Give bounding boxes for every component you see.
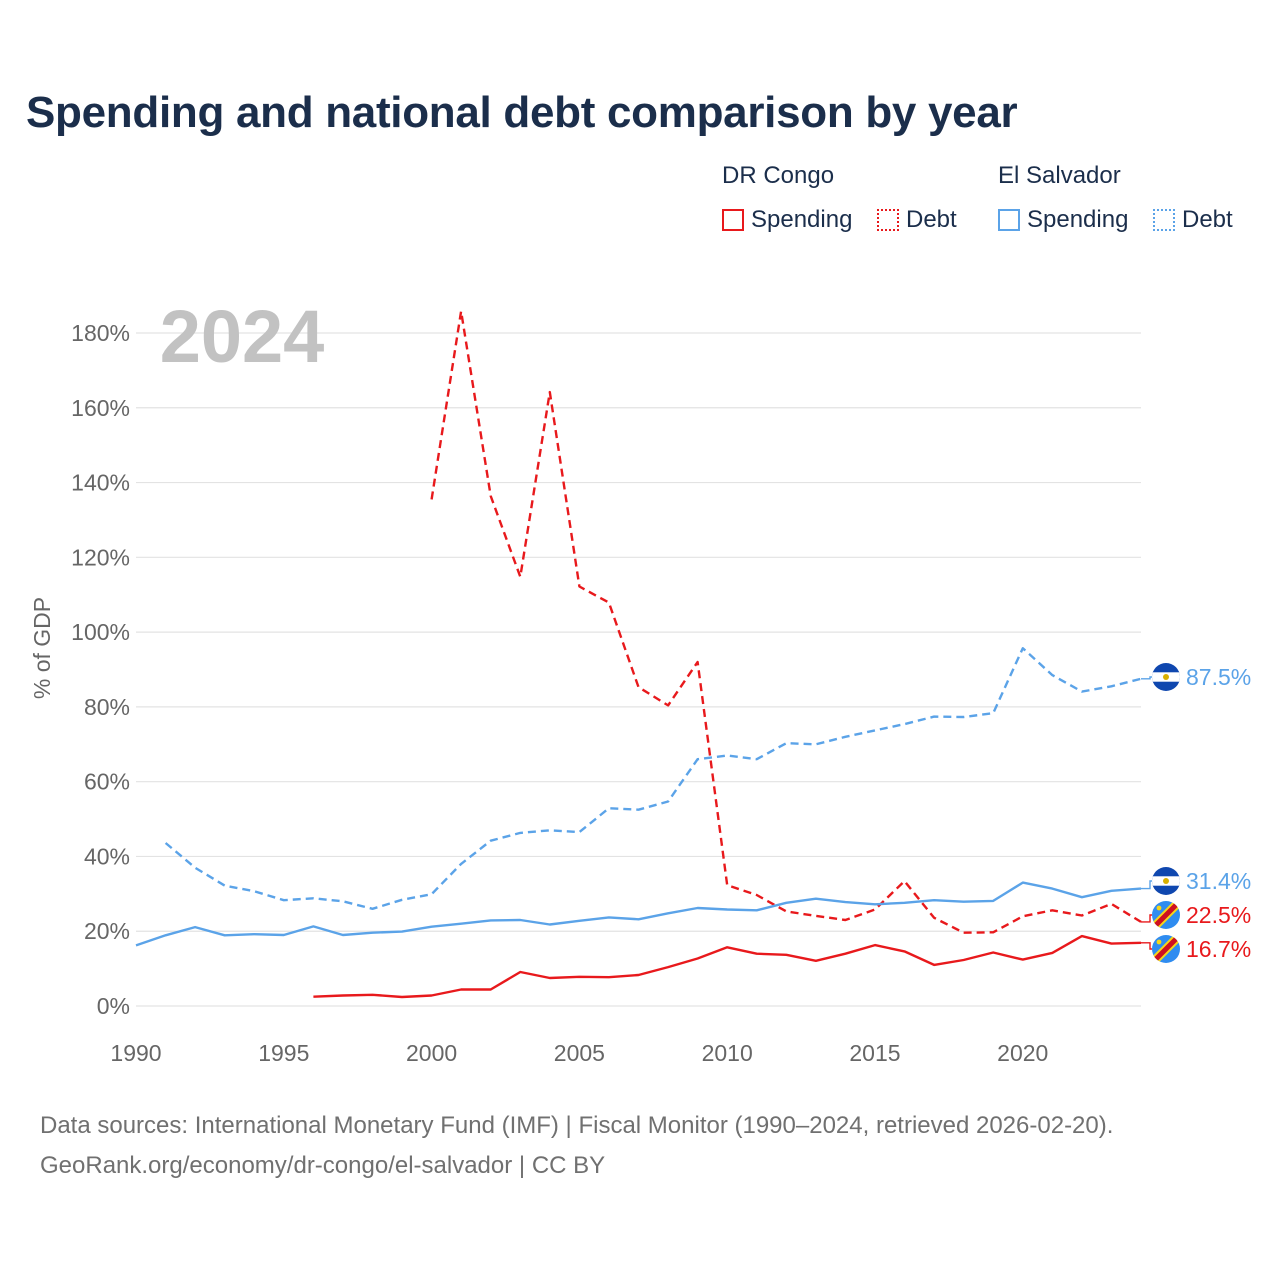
legend-swatch-solid: [998, 209, 1020, 231]
x-tick-label: 1995: [258, 1040, 309, 1066]
flag-emblem: [1163, 674, 1169, 680]
end-value-label: 22.5%: [1186, 902, 1251, 928]
legend-item-dr-congo-spending[interactable]: Spending: [722, 206, 852, 234]
y-tick-label: 60%: [84, 769, 130, 795]
y-tick-label: 40%: [84, 843, 130, 869]
footer-link: GeoRank.org/economy/dr-congo/el-salvador…: [40, 1152, 606, 1179]
x-tick-label: 2010: [702, 1040, 753, 1066]
legend-label: Debt: [1182, 206, 1233, 233]
end-labels: 16.7% 22.5% 31.4% 87.5%: [1141, 663, 1251, 963]
y-tick-label: 160%: [71, 395, 130, 421]
dr-congo-flag-icon: [1152, 901, 1180, 929]
series-line-el-salvador-spending: [135, 881, 1142, 947]
dr-congo-flag-icon: [1152, 935, 1180, 963]
legend-item-dr-congo-debt[interactable]: Debt: [877, 206, 957, 234]
axes: 0% 20% 40% 60% 80% 100% 120% 140% 160% 180% 1990 19…: [71, 320, 1048, 1066]
year-watermark: 2024: [160, 295, 325, 378]
y-tick-label: 180%: [71, 320, 130, 346]
label-connector: [1141, 942, 1152, 950]
x-tick-label: 2015: [849, 1040, 900, 1066]
gridlines: [136, 332, 1141, 1007]
chart-title: Spending and national debt comparison by…: [26, 88, 1018, 137]
series-line-dr-congo-debt: [430, 310, 1142, 934]
y-tick-label: 100%: [71, 619, 130, 645]
footer-sources: Data sources: International Monetary Fun…: [40, 1112, 1114, 1139]
x-tick-label: 2020: [997, 1040, 1048, 1066]
flag-stripe-red: [1153, 902, 1179, 928]
end-value-label: 31.4%: [1186, 868, 1251, 894]
legend-item-el-salvador-debt[interactable]: Debt: [1153, 206, 1233, 234]
y-tick-label: 120%: [71, 544, 130, 570]
series-lines: [135, 310, 1142, 999]
legend-swatch-solid: [722, 209, 744, 231]
y-tick-label: 0%: [97, 993, 130, 1019]
y-tick-label: 80%: [84, 694, 130, 720]
label-connector: [1141, 676, 1152, 680]
el-salvador-flag-icon: [1152, 867, 1180, 895]
legend-label: Debt: [906, 206, 957, 233]
series-line-dr-congo-spending: [313, 934, 1142, 999]
legend-title-el-salvador: El Salvador: [998, 162, 1121, 189]
end-value-label: 87.5%: [1186, 664, 1251, 690]
label-connector: [1141, 880, 1152, 890]
flag-emblem: [1163, 878, 1169, 884]
legend-swatch-dotted: [1153, 209, 1175, 231]
flag-stripe-red: [1153, 936, 1179, 962]
x-tick-label: 2005: [554, 1040, 605, 1066]
label-connector: [1141, 914, 1152, 923]
end-value-label: 16.7%: [1186, 936, 1251, 962]
footer: Data sources: International Monetary Fun…: [40, 1106, 1113, 1186]
flag-star: [1156, 905, 1162, 911]
y-tick-label: 20%: [84, 918, 130, 944]
flag-star: [1156, 939, 1162, 945]
x-tick-label: 1990: [110, 1040, 161, 1066]
legend-swatch-dotted: [877, 209, 899, 231]
legend-label: Spending: [751, 206, 853, 233]
el-salvador-flag-icon: [1152, 663, 1180, 691]
legend-label: Spending: [1027, 206, 1129, 233]
y-tick-label: 140%: [71, 470, 130, 496]
x-tick-label: 2000: [406, 1040, 457, 1066]
legend-item-el-salvador-spending[interactable]: Spending: [998, 206, 1128, 234]
series-line-el-salvador-debt: [164, 647, 1142, 910]
y-axis-label: % of GDP: [29, 597, 55, 699]
legend-title-dr-congo: DR Congo: [722, 162, 835, 189]
